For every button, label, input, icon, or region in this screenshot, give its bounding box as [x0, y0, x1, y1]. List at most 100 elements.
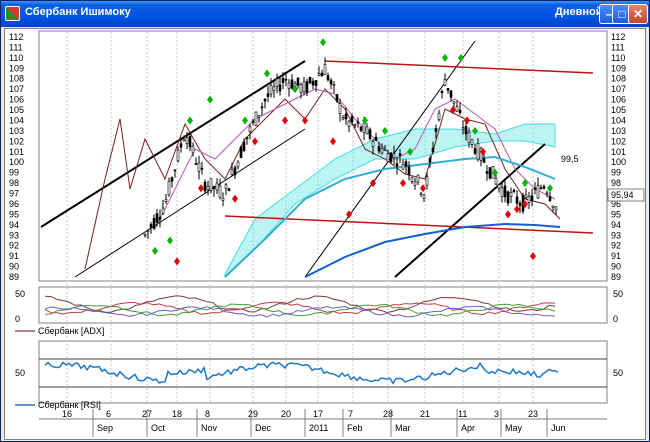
candle-body: [512, 190, 516, 192]
candle-body: [503, 185, 507, 198]
price-tick-left: 99: [9, 168, 19, 178]
candle-body: [461, 127, 465, 130]
price-tick-right: 90: [611, 262, 621, 272]
sell-marker: [514, 205, 520, 214]
candle-body: [221, 197, 225, 201]
candle-body: [269, 85, 273, 95]
day-tick: 28: [383, 409, 393, 419]
chart-area[interactable]: 112 112 111 111 110 110 109 109 108 108 107 107 106 1…: [4, 28, 646, 440]
rsi-panel: [38, 340, 608, 404]
candle-body: [227, 188, 231, 192]
month-tick: Oct: [151, 423, 166, 433]
candle-body: [326, 75, 330, 81]
price-tick-left: 111: [9, 42, 23, 52]
candle-body: [407, 166, 411, 175]
period-label[interactable]: Дневной: [555, 6, 603, 18]
candle-body: [302, 81, 306, 93]
rsi-tick-left: 50: [15, 368, 25, 378]
sell-marker: [522, 199, 528, 208]
candle-body: [476, 142, 480, 160]
sell-marker: [420, 184, 426, 193]
price-tick-right: 103: [611, 126, 626, 136]
tenkan-line: [154, 88, 556, 230]
buy-marker: [320, 38, 326, 47]
candle-body: [179, 143, 183, 148]
candle-body: [386, 153, 390, 162]
close-button[interactable]: ✕: [628, 4, 648, 24]
adx-tick-left: 50: [15, 289, 25, 299]
candle-body: [389, 152, 393, 162]
candle-body: [224, 184, 228, 189]
buy-marker: [362, 116, 368, 125]
day-tick: 17: [313, 409, 323, 419]
price-tick-left: 112: [9, 32, 23, 42]
price-tick-right: 92: [611, 241, 621, 251]
price-tick-left: 109: [9, 63, 24, 73]
month-tick: Feb: [347, 423, 363, 433]
candle-body: [518, 202, 522, 206]
trend-line-lower: [74, 128, 306, 278]
candle-body: [368, 129, 372, 140]
buy-marker: [242, 116, 248, 125]
title-bar[interactable]: Сбербанк Ишимоку Дневной – □ ✕: [1, 1, 649, 27]
sell-marker: [400, 179, 406, 188]
candle-body: [443, 79, 447, 86]
price-tick-right: 102: [611, 136, 626, 146]
buy-marker: [492, 168, 498, 177]
rsi-legend: Сбербанк [RSI]: [38, 400, 101, 410]
candle-body: [308, 77, 312, 84]
sell-marker: [530, 252, 536, 261]
buy-marker: [292, 85, 298, 94]
price-tick-left: 91: [9, 251, 19, 261]
window-title: Сбербанк Ишимоку: [25, 6, 131, 18]
sell-marker: [346, 210, 352, 219]
price-tick-left: 100: [9, 157, 24, 167]
sell-marker: [330, 137, 336, 146]
adx-panel: [38, 286, 608, 324]
price-tick-left: 89: [9, 272, 19, 282]
day-tick: 18: [172, 409, 182, 419]
candle-body: [185, 137, 189, 144]
sell-marker: [370, 179, 376, 188]
candle-body: [305, 81, 309, 93]
price-tick-left: 110: [9, 53, 23, 63]
buy-marker: [187, 116, 193, 125]
buy-marker: [442, 53, 448, 62]
adx-series-line: [44, 295, 556, 314]
candle-body: [506, 191, 510, 204]
price-tick-left: 105: [9, 105, 24, 115]
candle-body: [350, 116, 354, 123]
candle-body: [353, 124, 357, 126]
candle-body: [296, 77, 300, 86]
price-tick-right: 93: [611, 230, 621, 240]
candle-body: [494, 178, 498, 185]
candle-body: [425, 176, 429, 186]
candle-body: [458, 109, 462, 114]
month-tick: Dec: [255, 423, 272, 433]
candle-body: [554, 206, 558, 211]
price-tick-right: 95: [611, 209, 621, 219]
candle-body: [149, 224, 153, 228]
candle-body: [167, 180, 171, 196]
candle-body: [266, 93, 270, 97]
candle-body: [215, 182, 219, 191]
candle-body: [290, 79, 294, 89]
price-tick-left: 104: [9, 115, 24, 125]
candle-body: [431, 147, 435, 153]
buy-marker: [152, 246, 158, 255]
day-tick: 3: [494, 409, 499, 419]
price-tick-right: 109: [611, 63, 626, 73]
price-tick-right: 98: [611, 178, 621, 188]
month-tick: 2011: [309, 423, 328, 433]
adx-lines: [44, 295, 556, 318]
candle-body: [194, 163, 198, 165]
candle-body: [347, 120, 351, 127]
candle-body: [155, 213, 159, 223]
candle-body: [272, 86, 276, 91]
day-tick: 11: [458, 409, 467, 419]
candle-body: [314, 80, 318, 86]
price-tick-left: 107: [9, 84, 24, 94]
price-tick-right: 99: [611, 168, 621, 178]
